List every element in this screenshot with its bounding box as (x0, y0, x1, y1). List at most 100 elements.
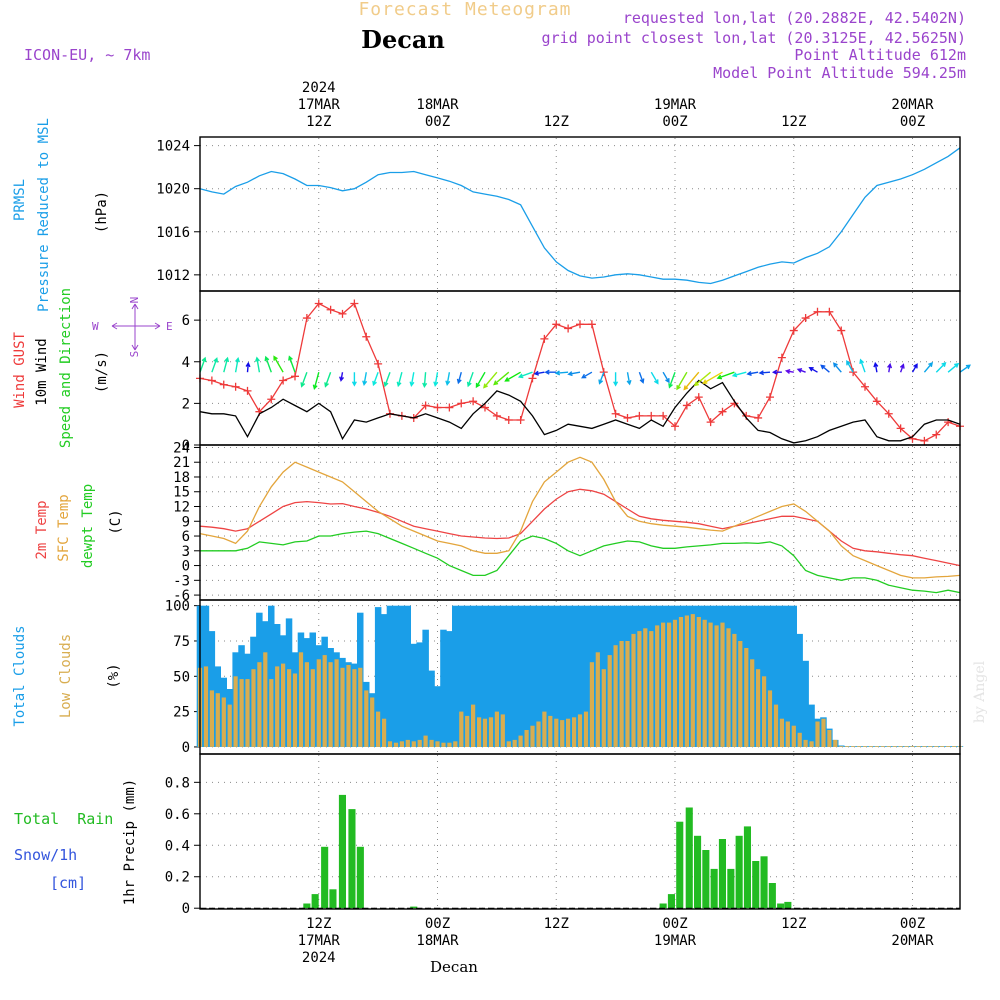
x-ticks-bottom-2-0: 12Z (544, 916, 569, 932)
clouds-bar-low-clouds-32 (387, 741, 393, 747)
clouds-bar-low-clouds-56 (530, 725, 535, 747)
clouds-bar-low-clouds-68 (601, 669, 606, 747)
clouds-bar-low-clouds-126 (946, 746, 951, 747)
clouds-bar-low-clouds-36 (411, 741, 416, 747)
clouds-bar-low-clouds-46 (471, 704, 476, 747)
clouds-bar-low-clouds-39 (429, 739, 434, 747)
clouds-bar-total-clouds-59 (547, 605, 554, 747)
precip-bar-total-rain-18 (743, 826, 751, 909)
clouds-bar-total-clouds-44 (458, 605, 465, 747)
x-ticks-top-5-1: 00Z (900, 114, 925, 130)
clouds-bar-low-clouds-75 (643, 628, 648, 747)
x-ticks-bottom-5-1: 20MAR (891, 933, 934, 949)
clouds-bar-low-clouds-110 (851, 746, 856, 747)
clouds-bar-low-clouds-77 (655, 625, 660, 747)
wind-arrow-9 (300, 371, 308, 388)
temp-ytick-label-8: 18 (173, 470, 190, 486)
clouds-bar-total-clouds-34 (398, 605, 406, 747)
clouds-bar-low-clouds-5 (227, 704, 232, 747)
pressure-ytick-label-0: 1012 (156, 268, 190, 284)
clouds-bar-total-clouds-51 (499, 605, 506, 747)
temp-ytick-label-2: 0 (182, 559, 190, 575)
clouds-bar-low-clouds-107 (833, 739, 838, 747)
wind-gust-marker-59 (896, 424, 905, 433)
wind-gust-marker-25 (492, 411, 501, 420)
clouds-bar-low-clouds-4 (221, 697, 226, 747)
pressure-ytick-label-1: 1016 (156, 225, 190, 241)
clouds-bar-low-clouds-74 (637, 631, 642, 747)
x-ticks-top-5-0: 20MAR (891, 97, 934, 113)
clouds-bar-low-clouds-117 (892, 746, 897, 747)
clouds-bar-low-clouds-28 (364, 690, 369, 747)
wind-ytick-label-3: 6 (182, 313, 190, 329)
clouds-title-line-2: Low Clouds (58, 634, 74, 718)
wind-gust-marker-20 (433, 403, 442, 412)
wind-arrow-57 (873, 361, 879, 373)
clouds-bar-total-clouds-98 (778, 605, 786, 747)
pressure-titles: PRMSL Pressure Reduced to MSL (hPa) (12, 118, 110, 312)
clouds-bar-low-clouds-112 (862, 746, 868, 747)
clouds-bar-low-clouds-95 (762, 676, 767, 747)
wind-arrow-18 (409, 372, 415, 387)
clouds-bar-low-clouds-71 (619, 641, 624, 747)
x-ticks-bottom-5-0: 00Z (900, 916, 925, 932)
x-ticks-bottom-4-0: 12Z (781, 916, 806, 932)
wind-arrow-27 (504, 371, 521, 382)
precip-bar-total-rain-20 (760, 856, 768, 909)
clouds-bar-total-clouds-31 (380, 614, 388, 747)
wind-arrow-25 (483, 371, 498, 389)
wind-arrow-48 (758, 370, 771, 376)
clouds-bar-low-clouds-47 (477, 717, 482, 747)
wind-arrow-56 (859, 358, 866, 373)
clouds-bar-low-clouds-83 (690, 614, 695, 747)
wind-gust-marker-31 (564, 324, 573, 333)
clouds-bar-low-clouds-2 (209, 690, 214, 747)
x-ticks-top-0-1: 17MAR (298, 97, 341, 113)
clouds-bar-low-clouds-82 (684, 615, 689, 747)
clouds-bar-low-clouds-120 (910, 746, 915, 747)
wind-arrow-3 (234, 356, 240, 373)
clouds-bar-low-clouds-111 (857, 746, 862, 747)
clouds-bar-low-clouds-30 (376, 711, 381, 747)
wind-arrow-1 (211, 357, 219, 373)
compass-rose: W E N S (92, 297, 173, 358)
clouds-bar-low-clouds-41 (441, 742, 446, 747)
wind-gust-marker-52 (813, 307, 822, 316)
wind-gust-marker-7 (279, 376, 288, 385)
wind-arrow-29 (533, 370, 545, 376)
precip-bar-total-rain-21 (768, 883, 776, 909)
clouds-bar-low-clouds-7 (239, 679, 244, 747)
clouds-ytick-label-2: 50 (173, 669, 190, 685)
clouds-ytick-label-3: 75 (173, 634, 190, 650)
pressure-frame (199, 136, 961, 292)
clouds-bar-low-clouds-3 (215, 693, 220, 747)
clouds-bar-total-clouds-97 (772, 605, 780, 747)
clouds-unit: (%) (106, 663, 122, 688)
clouds-bar-low-clouds-80 (672, 619, 678, 747)
clouds-bar-low-clouds-20 (316, 659, 321, 747)
precip-legend-rain: Total Rain (14, 810, 113, 828)
wind-gust-marker-47 (754, 413, 763, 422)
x-ticks-bottom-0-2: 2024 (302, 950, 336, 966)
x-ticks-top-3-1: 00Z (662, 114, 687, 130)
precip-bar-total-rain-14 (710, 868, 718, 909)
clouds-bar-low-clouds-12 (269, 679, 274, 747)
clouds-bar-low-clouds-76 (649, 631, 654, 747)
x-ticks-top-2-0: 12Z (544, 114, 569, 130)
clouds-bar-low-clouds-118 (898, 746, 903, 747)
wind-arrow-39 (662, 371, 670, 384)
compass-north: N (128, 297, 141, 304)
clouds-bar-low-clouds-16 (292, 673, 298, 747)
clouds-bar-low-clouds-35 (405, 739, 410, 747)
clouds-bar-total-clouds-33 (392, 605, 400, 747)
wind-arrow-15 (372, 371, 379, 387)
temp-ytick-label-5: 9 (182, 514, 190, 530)
precip-titles: Total Rain Snow/1h [cm] 1hr Precip (mm) (14, 779, 138, 905)
wind-arrow-34 (598, 371, 605, 385)
precip-legend-unit: [cm] (50, 874, 86, 892)
wind-gust-marker-19 (421, 401, 430, 410)
wind-gust-marker-50 (789, 326, 798, 335)
x-ticks-bottom-1-0: 00Z (425, 916, 450, 932)
clouds-bar-total-clouds-103 (808, 704, 815, 747)
panel-wind: 0 2 4 6 (182, 290, 971, 454)
